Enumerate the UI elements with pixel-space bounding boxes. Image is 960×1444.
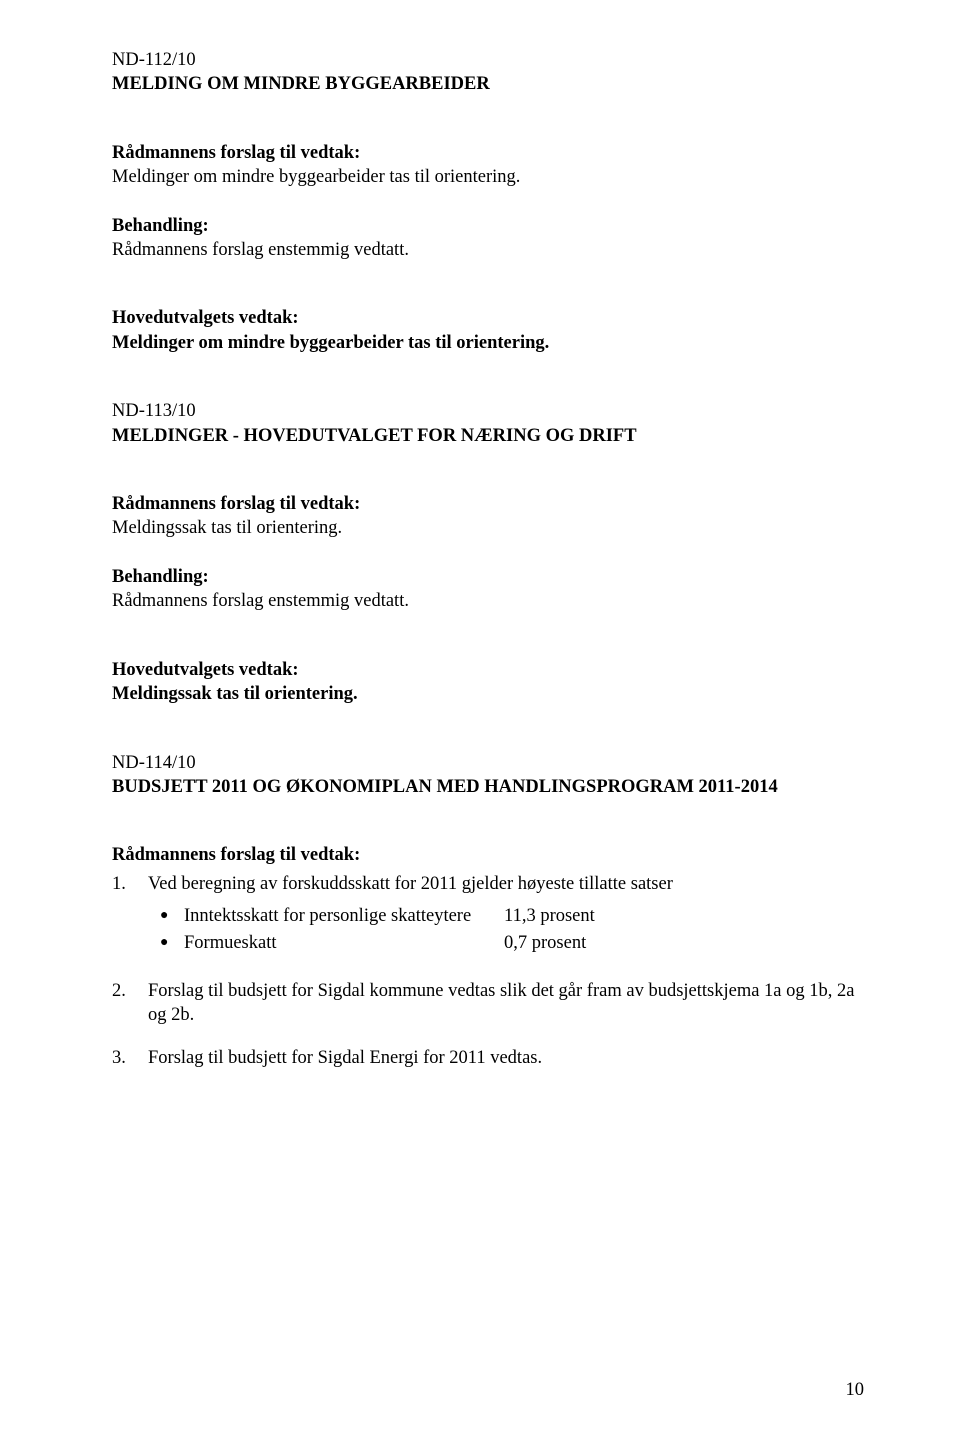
bullet-item: ● Formueskatt 0,7 prosent	[148, 931, 864, 955]
bullet-label: Inntektsskatt for personlige skatteytere	[184, 904, 504, 928]
item-text: Forslag til budsjett for Sigdal Energi f…	[148, 1046, 864, 1070]
case-section-2: ND-113/10 MELDINGER - HOVEDUTVALGET FOR …	[112, 399, 864, 706]
bullet-label: Formueskatt	[184, 931, 504, 955]
item-number: 3.	[112, 1046, 148, 1070]
item-text: Ved beregning av forskuddsskatt for 2011…	[148, 872, 864, 896]
processing-text: Rådmannens forslag enstemmig vedtatt.	[112, 589, 864, 613]
proposal-heading: Rådmannens forslag til vedtak:	[112, 843, 864, 867]
proposal-text: Meldingssak tas til orientering.	[112, 516, 864, 540]
decision-text: Meldinger om mindre byggearbeider tas ti…	[112, 331, 864, 355]
case-ref: ND-113/10	[112, 399, 864, 423]
case-section-1: ND-112/10 MELDING OM MINDRE BYGGEARBEIDE…	[112, 48, 864, 355]
bullet-value: 0,7 prosent	[504, 931, 586, 955]
bullet-icon: ●	[148, 904, 184, 928]
processing-heading: Behandling:	[112, 214, 864, 238]
decision-heading: Hovedutvalgets vedtak:	[112, 658, 864, 682]
item-text: Forslag til budsjett for Sigdal kommune …	[148, 979, 864, 1028]
item-number: 1.	[112, 872, 148, 961]
processing-text: Rådmannens forslag enstemmig vedtatt.	[112, 238, 864, 262]
processing-heading: Behandling:	[112, 565, 864, 589]
bullet-icon: ●	[148, 931, 184, 955]
page-number: 10	[846, 1378, 865, 1402]
list-item: 2. Forslag til budsjett for Sigdal kommu…	[112, 979, 864, 1028]
case-ref: ND-112/10	[112, 48, 864, 72]
case-title: MELDING OM MINDRE BYGGEARBEIDER	[112, 72, 864, 96]
bullet-list: ● Inntektsskatt for personlige skatteyte…	[148, 904, 864, 955]
case-title: MELDINGER - HOVEDUTVALGET FOR NÆRING OG …	[112, 424, 864, 448]
bullet-value: 11,3 prosent	[504, 904, 595, 928]
decision-heading: Hovedutvalgets vedtak:	[112, 306, 864, 330]
proposal-text: Meldinger om mindre byggearbeider tas ti…	[112, 165, 864, 189]
numbered-list: 1. Ved beregning av forskuddsskatt for 2…	[112, 872, 864, 1070]
case-section-3: ND-114/10 BUDSJETT 2011 OG ØKONOMIPLAN M…	[112, 751, 864, 1071]
proposal-heading: Rådmannens forslag til vedtak:	[112, 141, 864, 165]
bullet-item: ● Inntektsskatt for personlige skatteyte…	[148, 904, 864, 928]
case-title: BUDSJETT 2011 OG ØKONOMIPLAN MED HANDLIN…	[112, 775, 864, 799]
list-item: 3. Forslag til budsjett for Sigdal Energ…	[112, 1046, 864, 1070]
list-item: 1. Ved beregning av forskuddsskatt for 2…	[112, 872, 864, 961]
decision-text: Meldingssak tas til orientering.	[112, 682, 864, 706]
case-ref: ND-114/10	[112, 751, 864, 775]
item-number: 2.	[112, 979, 148, 1028]
proposal-heading: Rådmannens forslag til vedtak:	[112, 492, 864, 516]
